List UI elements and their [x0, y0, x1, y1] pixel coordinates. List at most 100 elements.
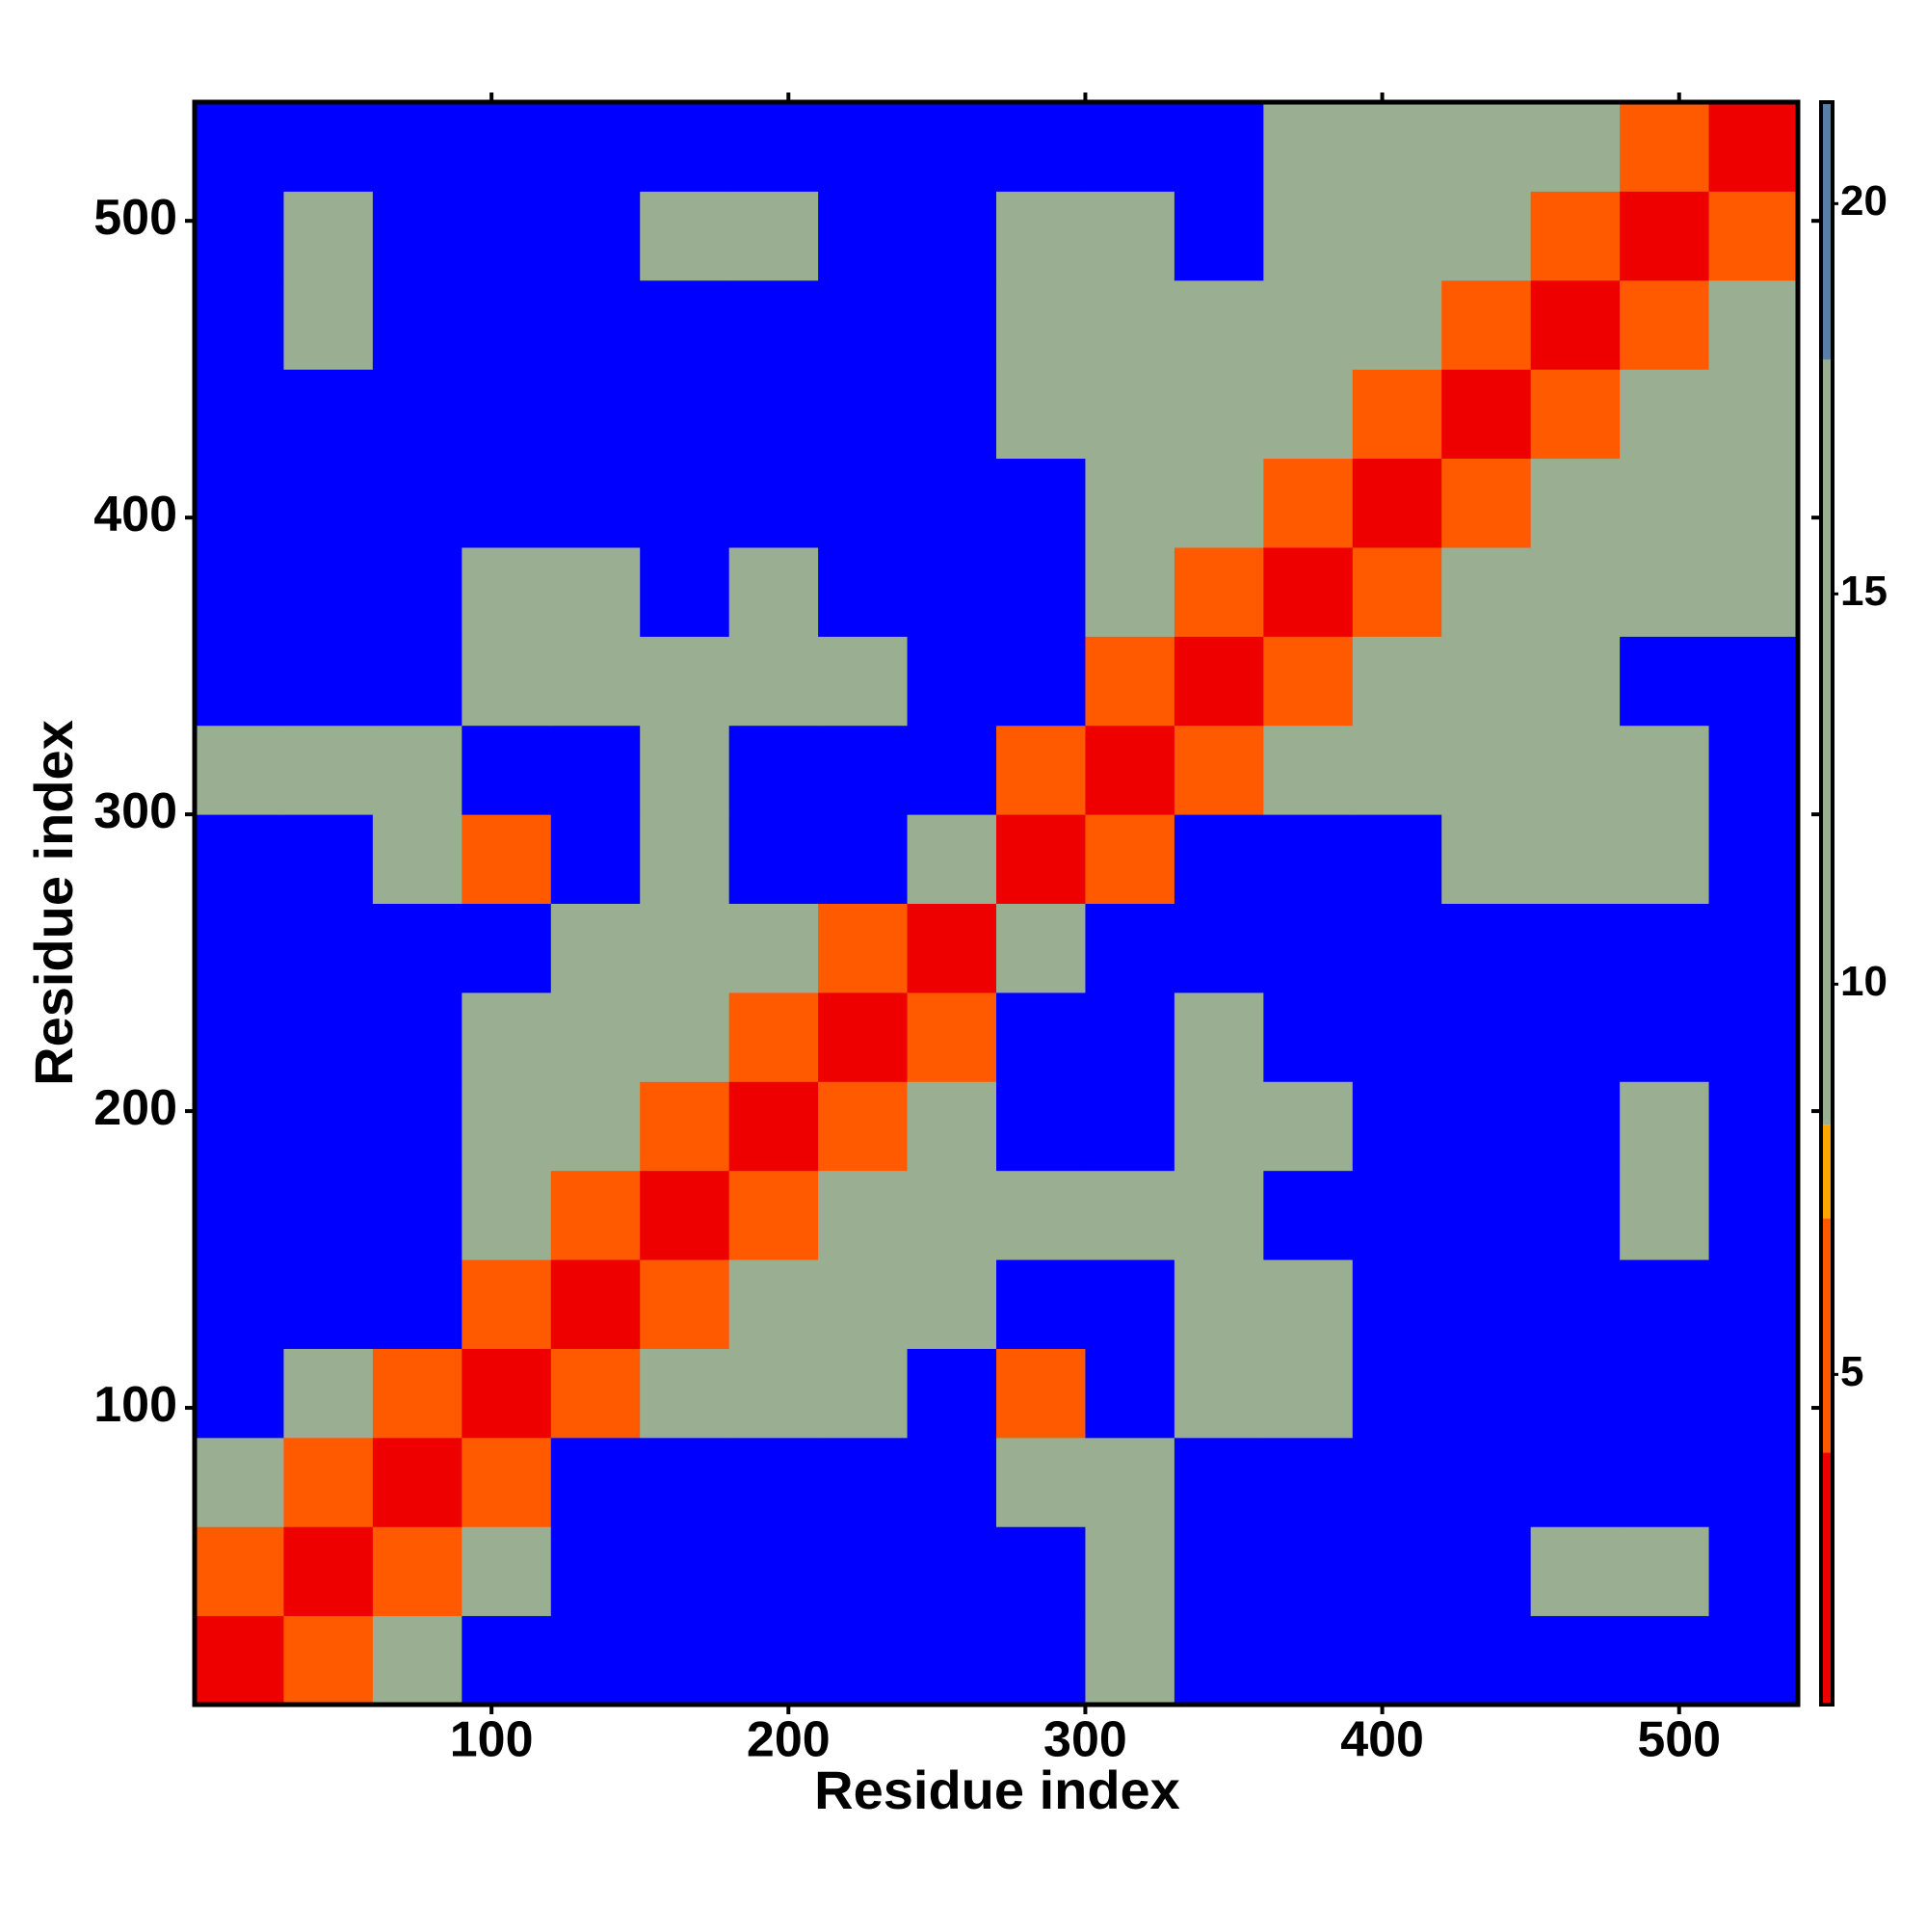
heat-cell: [1620, 546, 1710, 637]
heat-cell: [907, 636, 997, 727]
heat-cell: [1708, 636, 1799, 727]
heat-cell: [1352, 279, 1442, 370]
heat-cell: [1263, 546, 1354, 637]
heat-cell: [195, 1259, 284, 1349]
heat-cell: [1620, 725, 1710, 815]
heat-cell: [1620, 1259, 1710, 1349]
heat-cell: [1441, 102, 1532, 192]
heat-cell: [1530, 279, 1621, 370]
heat-cell: [1708, 1259, 1799, 1349]
heat-cell: [550, 1259, 641, 1349]
heat-cell: [1620, 814, 1710, 904]
heat-cell: [195, 279, 284, 370]
heat-cell: [1174, 279, 1264, 370]
heat-cell: [283, 1259, 374, 1349]
heat-cell: [1530, 1437, 1621, 1527]
heat-cell: [1708, 1348, 1799, 1439]
heat-cell: [1174, 636, 1264, 727]
heat-cell: [462, 369, 552, 460]
heat-cell: [1263, 903, 1354, 993]
heat-cell: [907, 1615, 997, 1706]
heat-cell: [1174, 369, 1264, 460]
heat-cell: [728, 458, 819, 548]
heat-cell: [1708, 458, 1799, 548]
heat-cell: [1352, 1170, 1442, 1260]
heat-cell: [462, 546, 552, 637]
heat-cell: [818, 546, 909, 637]
heat-cell: [1263, 369, 1354, 460]
heat-cell: [1085, 725, 1175, 815]
heat-cell: [283, 1170, 374, 1260]
heat-cell: [996, 1437, 1086, 1527]
heat-cell: [1708, 1526, 1799, 1617]
heat-cell: [996, 636, 1086, 727]
heat-cell: [283, 546, 374, 637]
heat-cell: [996, 814, 1086, 904]
heat-cell: [195, 1526, 284, 1617]
heat-cell: [372, 992, 462, 1082]
heat-cell: [1085, 636, 1175, 727]
heat-cell: [1620, 1348, 1710, 1439]
heat-cell: [1263, 1348, 1354, 1439]
heat-cell: [283, 725, 374, 815]
heat-cell: [1620, 458, 1710, 548]
heat-cell: [1085, 1170, 1175, 1260]
heat-cell: [907, 546, 997, 637]
heat-cell: [818, 102, 909, 192]
heat-cell: [728, 1170, 819, 1260]
heat-cell: [462, 1259, 552, 1349]
heat-cell: [1530, 725, 1621, 815]
heat-cell: [1620, 903, 1710, 993]
heat-cell: [550, 814, 641, 904]
heat-cell: [550, 636, 641, 727]
heat-cell: [1708, 191, 1799, 281]
heat-cell: [550, 1348, 641, 1439]
heat-cell: [1352, 1615, 1442, 1706]
heat-cell: [462, 903, 552, 993]
heat-cell: [640, 1170, 730, 1260]
heat-cell: [1708, 546, 1799, 637]
heat-cell: [550, 1081, 641, 1172]
heat-cell: [1085, 1437, 1175, 1527]
heat-cell: [195, 191, 284, 281]
heat-cell: [1620, 1081, 1710, 1172]
heat-cell: [1085, 191, 1175, 281]
heat-cell: [1352, 102, 1442, 192]
y-tick-label: 100: [93, 1377, 177, 1433]
heat-cell: [818, 369, 909, 460]
heat-cell: [1620, 279, 1710, 370]
heat-cell: [728, 992, 819, 1082]
heat-cell: [728, 546, 819, 637]
heat-cell: [1352, 458, 1442, 548]
heat-cell: [1352, 1437, 1442, 1527]
heat-cell: [1085, 1526, 1175, 1617]
heat-cell: [1441, 369, 1532, 460]
colorbar-band: [1821, 359, 1833, 1125]
heat-cell: [1530, 992, 1621, 1082]
heat-cell: [462, 725, 552, 815]
colorbar-frame: [1819, 100, 1835, 1707]
heat-cell: [728, 636, 819, 727]
heat-cell: [1263, 1437, 1354, 1527]
heat-cell: [1085, 1259, 1175, 1349]
heat-cell: [1085, 546, 1175, 637]
heat-cell: [1708, 992, 1799, 1082]
heat-cell: [195, 903, 284, 993]
heat-cell: [1620, 102, 1710, 192]
heat-cell: [283, 1526, 374, 1617]
heat-cell: [907, 279, 997, 370]
heat-cell: [728, 725, 819, 815]
heat-cell: [907, 1437, 997, 1527]
heat-cell: [1263, 1615, 1354, 1706]
heat-cell: [818, 636, 909, 727]
heat-cell: [1263, 102, 1354, 192]
heat-cell: [462, 1615, 552, 1706]
heat-cell: [640, 279, 730, 370]
heat-cell: [550, 102, 641, 192]
heat-cell: [1620, 636, 1710, 727]
heat-cell: [640, 1526, 730, 1617]
heat-cell: [283, 191, 374, 281]
heat-cell: [462, 1526, 552, 1617]
heat-cell: [1708, 814, 1799, 904]
heat-cell: [462, 1170, 552, 1260]
